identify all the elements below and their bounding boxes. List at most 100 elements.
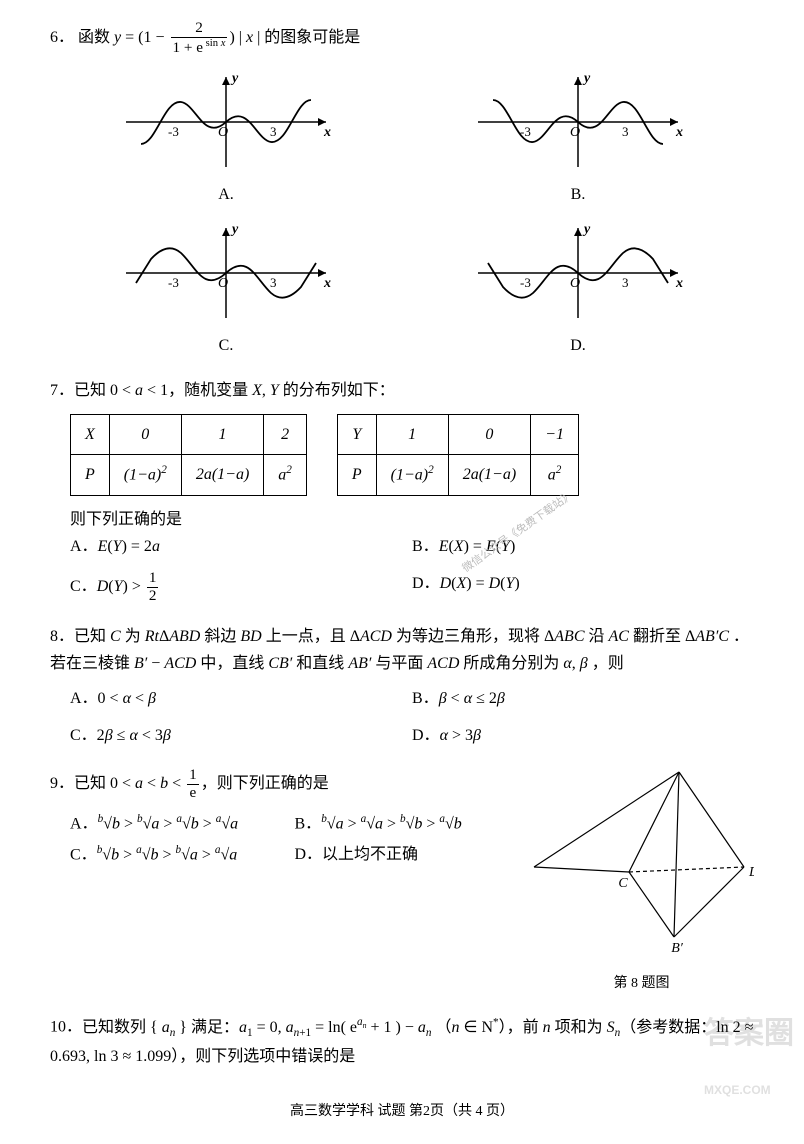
frac-den: e [187, 785, 199, 802]
q7-tables: X 0 1 2 P (1−a)2 2a(1−a) a2 Y 1 0 −1 P (… [70, 414, 754, 496]
q9-options: A．b√b > b√a > a√b > a√a B．b√a > a√a > b√… [70, 810, 519, 869]
q6-pre: 函数 [78, 29, 114, 46]
table-row: Y 1 0 −1 [337, 415, 578, 455]
cell: a2 [264, 455, 307, 496]
cell: 0 [448, 415, 530, 455]
q6-label-D: D. [570, 332, 586, 359]
q6-formula-head: y = (1 − [114, 29, 168, 46]
svg-text:3: 3 [622, 275, 629, 290]
q7-num: 7． [50, 382, 74, 399]
cell: 1 [376, 415, 448, 455]
table-row: X 0 1 2 [71, 415, 307, 455]
q7-option-C: C．D(Y) > 12 [70, 570, 412, 604]
chart-D-svg: x y O -3 3 [468, 218, 688, 328]
q6-frac-num: 2 [171, 20, 228, 38]
q8-option-C: C．2β ≤ α < 3β [70, 722, 412, 749]
q6-chart-B: x y O -3 3 B. [468, 67, 688, 208]
table-row: P (1−a)2 2a(1−a) a2 [337, 455, 578, 496]
q8-option-B: B．β < α ≤ 2β [412, 685, 754, 712]
q9-stem: 9．已知 0 < a < b < 1e，则下列正确的是 [50, 767, 519, 801]
chart-A-svg: x y O -3 3 [116, 67, 336, 177]
q8-option-A: A．0 < α < β [70, 685, 412, 712]
cell: 2a(1−a) [181, 455, 263, 496]
svg-text:C: C [618, 876, 628, 891]
q6-stem: 6． 函数 y = (1 − 21 + e sin x) | x | 的图象可能… [50, 20, 754, 57]
q9-num: 9． [50, 775, 74, 792]
q8-body: A．0 < α < β B．β < α ≤ 2β C．2β ≤ α < 3β D… [50, 685, 754, 749]
q6-chart-A: x y O -3 3 A. [116, 67, 336, 208]
q9-option-A: A．b√b > b√a > a√b > a√a [70, 810, 295, 838]
table-row: P (1−a)2 2a(1−a) a2 [71, 455, 307, 496]
q7-options: A．E(Y) = 2a B．E(X) = E(Y) C．D(Y) > 12 D．… [70, 533, 754, 605]
q10-text: 已知数列 { an } 满足：a1 = 0, an+1 = ln( ean + … [50, 1019, 753, 1065]
frac-num: 1 [187, 767, 199, 785]
q8-figure: A B C D B′ 第 8 题图 [529, 767, 754, 995]
cell: P [337, 455, 376, 496]
question-9: 9．已知 0 < a < b < 1e，则下列正确的是 A．b√b > b√a … [50, 767, 754, 995]
svg-text:D: D [748, 866, 754, 881]
svg-text:3: 3 [270, 275, 277, 290]
q8-num: 8． [50, 628, 74, 645]
q6-label-C: C. [219, 332, 234, 359]
q8-figure-caption: 第 8 题图 [529, 972, 754, 996]
q9-frac: 1e [187, 767, 199, 801]
cell: X [71, 415, 110, 455]
svg-text:O: O [570, 276, 580, 291]
svg-text:-3: -3 [168, 124, 179, 139]
q7-C-frac: 12 [147, 570, 159, 604]
chart-C-svg: x y O -3 3 [116, 218, 336, 328]
q6-num: 6． [50, 29, 74, 46]
svg-text:y: y [230, 71, 239, 86]
svg-text:x: x [675, 125, 683, 140]
svg-text:y: y [582, 71, 591, 86]
q8-figure-svg: A B C D B′ [529, 767, 754, 962]
q6-row2: x y O -3 3 C. x y O -3 3 D. [50, 218, 754, 359]
question-7: 7．已知 0 < a < 1，随机变量 X, Y 的分布列如下： X 0 1 2… [50, 377, 754, 605]
cell: a2 [531, 455, 579, 496]
svg-text:y: y [230, 222, 239, 237]
svg-text:B′: B′ [671, 941, 684, 956]
svg-text:3: 3 [270, 124, 277, 139]
q8-text: 已知 C 为 RtΔABD 斜边 BD 上一点，且 ΔACD 为等边三角形，现将… [50, 628, 749, 672]
page-footer: 高三数学学科 试题 第2页（共 4 页） [50, 1100, 754, 1124]
q7-option-D: D．D(X) = D(Y) [412, 570, 754, 604]
svg-text:3: 3 [622, 124, 629, 139]
q6-frac-den: 1 + e sin x [171, 38, 228, 57]
svg-text:x: x [675, 276, 683, 291]
svg-text:x: x [323, 276, 331, 291]
svg-text:O: O [570, 125, 580, 140]
q10-stem: 10．已知数列 { an } 满足：a1 = 0, an+1 = ln( ean… [50, 1013, 754, 1070]
q9-option-D: D．以上均不正确 [295, 841, 520, 869]
q9-option-C: C．b√b > a√b > b√a > a√a [70, 841, 295, 869]
cell: −1 [531, 415, 579, 455]
svg-text:-3: -3 [168, 275, 179, 290]
svg-text:A: A [674, 767, 684, 769]
question-10: 10．已知数列 { an } 满足：a1 = 0, an+1 = ln( ean… [50, 1013, 754, 1070]
question-6: 6． 函数 y = (1 − 21 + e sin x) | x | 的图象可能… [50, 20, 754, 359]
q9-option-B: B．b√a > a√a > b√b > a√b [295, 810, 520, 838]
cell: (1−a)2 [376, 455, 448, 496]
chart-B-svg: x y O -3 3 [468, 67, 688, 177]
svg-text:x: x [323, 125, 331, 140]
frac-num: 1 [147, 570, 159, 588]
wm-sub: MXQE.COM [704, 1083, 771, 1097]
cell: 1 [181, 415, 263, 455]
cell: 2 [264, 415, 307, 455]
q8-option-D: D．α > 3β [412, 722, 754, 749]
q6-frac: 21 + e sin x [171, 20, 228, 57]
q7-post: 则下列正确的是 [70, 506, 754, 533]
cell: 0 [109, 415, 181, 455]
q6-row1: x y O -3 3 A. x y O -3 3 B. [50, 67, 754, 208]
q10-num: 10． [50, 1019, 82, 1036]
q9-post: ，则下列正确的是 [201, 775, 329, 792]
svg-text:-3: -3 [520, 275, 531, 290]
q6-chart-C: x y O -3 3 C. [116, 218, 336, 359]
q7-text: 已知 0 < a < 1，随机变量 X, Y 的分布列如下： [74, 382, 395, 399]
q7-option-B: B．E(X) = E(Y) [412, 533, 754, 560]
question-8: 8．已知 C 为 RtΔABD 斜边 BD 上一点，且 ΔACD 为等边三角形，… [50, 623, 754, 750]
q7-table-Y: Y 1 0 −1 P (1−a)2 2a(1−a) a2 [337, 414, 579, 496]
q6-chart-D: x y O -3 3 D. [468, 218, 688, 359]
q6-label-B: B. [571, 181, 586, 208]
q7-stem: 7．已知 0 < a < 1，随机变量 X, Y 的分布列如下： [50, 377, 754, 404]
svg-text:y: y [582, 222, 591, 237]
